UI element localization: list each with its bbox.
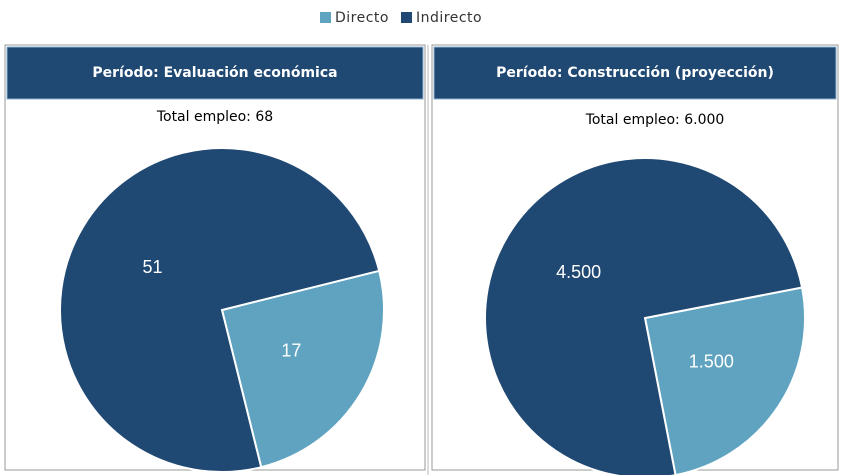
panel-header — [6, 46, 424, 100]
pie-slice — [59, 147, 381, 473]
legend-swatch — [320, 12, 331, 23]
chart-title: Total empleo: 68 — [156, 109, 273, 125]
pie-slice — [220, 269, 385, 469]
data-label: 1.500 — [689, 351, 734, 371]
data-label: 17 — [281, 340, 301, 360]
legend-label: Indirecto — [416, 10, 482, 26]
pie-slice — [643, 286, 806, 475]
pie-slice — [484, 157, 804, 475]
legend-label: Directo — [335, 10, 389, 26]
panel-header — [433, 46, 837, 100]
panel-header-text: Período: Evaluación económica — [92, 65, 337, 81]
legend-swatch — [400, 12, 412, 23]
data-label: 4.500 — [556, 262, 601, 282]
data-label: 51 — [143, 257, 163, 277]
chart-title: Total empleo: 6.000 — [585, 112, 725, 128]
panel-header-text: Período: Construcción (proyección) — [496, 65, 774, 81]
